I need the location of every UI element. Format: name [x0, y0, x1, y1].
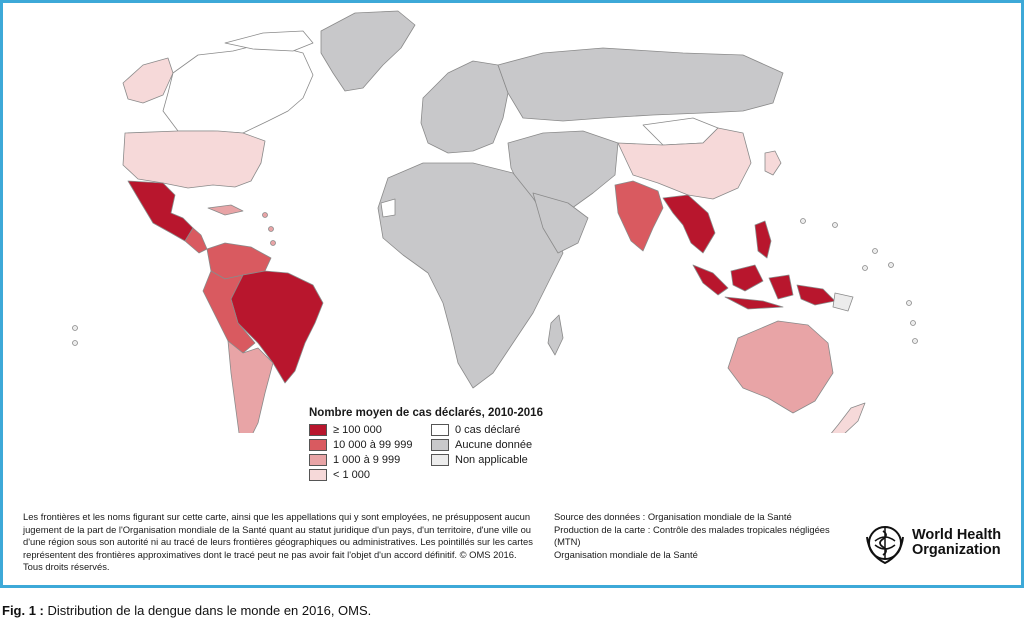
- caribbean-islands: [270, 240, 276, 246]
- data-source: Source des données : Organisation mondia…: [554, 511, 844, 561]
- who-emblem-icon: [866, 526, 904, 565]
- who-name-line: Organization: [912, 542, 1001, 558]
- legend-item: 0 cas déclaré: [431, 424, 559, 436]
- legend-swatch: [309, 439, 327, 451]
- pacific-islands: [910, 320, 916, 326]
- region-philippines: [754, 220, 772, 259]
- legend-swatch: [309, 469, 327, 481]
- region-africa: [377, 162, 564, 389]
- world-map: [72, 10, 918, 433]
- legend-item: 10 000 à 99 999: [309, 439, 431, 451]
- legend-label: 0 cas déclaré: [455, 424, 521, 436]
- legend-swatch: [431, 424, 449, 436]
- pacific-islands: [872, 248, 878, 254]
- pacific-islands: [906, 300, 912, 306]
- pacific-islands: [888, 262, 894, 268]
- figure-frame: Nombre moyen de cas déclarés, 2010-2016 …: [0, 0, 1024, 588]
- pacific-islands: [72, 325, 78, 331]
- legend-label: Aucune donnée: [455, 439, 533, 451]
- legend-item: Non applicable: [431, 454, 559, 466]
- region-arabia: [532, 192, 589, 254]
- source-line: Production de la carte : Contrôle des ma…: [554, 523, 830, 548]
- legend-label: ≥ 100 000: [333, 424, 382, 436]
- region-indonesia: [692, 264, 836, 310]
- who-name-line: World Health: [912, 527, 1002, 543]
- pacific-islands: [862, 265, 868, 271]
- caribbean-islands: [268, 226, 274, 232]
- legend-title: Nombre moyen de cas déclarés, 2010-2016: [309, 407, 543, 419]
- region-alaska: [122, 57, 174, 104]
- region-australia: [727, 320, 834, 414]
- legend-item: < 1 000: [309, 469, 431, 481]
- region-canada: [162, 42, 314, 134]
- legend-items: ≥ 100 000 0 cas déclaré 10 000 à 99 999 Auc…: [309, 424, 559, 481]
- source-line: Organisation mondiale de la Santé: [554, 548, 698, 560]
- region-madagascar: [547, 314, 564, 356]
- region-china: [617, 127, 752, 200]
- region-russia: [497, 47, 784, 122]
- region-greenland: [320, 10, 416, 92]
- legend-swatch: [431, 439, 449, 451]
- pacific-islands: [912, 338, 918, 344]
- legend-swatch: [431, 454, 449, 466]
- legend-label: Non applicable: [455, 454, 528, 466]
- caribbean-islands: [262, 212, 268, 218]
- pacific-islands: [832, 222, 838, 228]
- region-peru-bolivia: [202, 270, 256, 354]
- pacific-islands: [72, 340, 78, 346]
- figure-caption: Fig. 1 : Distribution de la dengue dans …: [2, 603, 371, 618]
- legend-label: 10 000 à 99 999: [333, 439, 413, 451]
- region-argentina-chile: [227, 340, 274, 433]
- region-central-america: [184, 227, 208, 254]
- region-japan: [764, 150, 782, 176]
- legend-item: ≥ 100 000: [309, 424, 431, 436]
- legend-label: < 1 000: [333, 469, 371, 481]
- legend-swatch: [309, 424, 327, 436]
- source-line: Source des données : Organisation mondia…: [554, 511, 792, 522]
- region-southeast-asia: [662, 194, 716, 254]
- region-canada-islands: [224, 30, 314, 52]
- caption-label: Fig. 1 :: [2, 603, 44, 618]
- legend-swatch: [309, 454, 327, 466]
- region-png: [832, 292, 854, 312]
- region-usa: [122, 130, 266, 189]
- region-caribbean: [207, 204, 244, 216]
- caption-text: Distribution de la dengue dans le monde …: [43, 603, 372, 618]
- legend-item: 1 000 à 9 999: [309, 454, 431, 466]
- who-logo: World Health Organization: [863, 521, 1013, 565]
- region-mexico: [127, 180, 194, 242]
- legend-item: Aucune donnée: [431, 439, 559, 451]
- legend-label: 1 000 à 9 999: [333, 454, 401, 466]
- region-india: [614, 180, 664, 252]
- region-new-zealand: [830, 402, 866, 433]
- disclaimer-text: Les frontières et les noms figurant sur …: [23, 511, 533, 573]
- map-legend: Nombre moyen de cas déclarés, 2010-2016 …: [309, 407, 559, 481]
- who-wordmark: World Health Organization: [912, 528, 1001, 558]
- region-western-sahara: [380, 198, 396, 218]
- pacific-islands: [800, 218, 806, 224]
- region-europe: [420, 60, 509, 154]
